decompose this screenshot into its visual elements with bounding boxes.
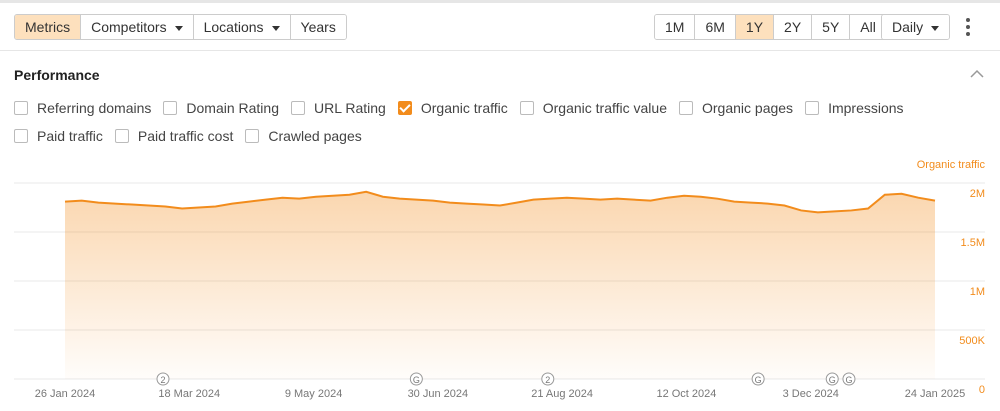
range-button[interactable]: All: [849, 15, 886, 39]
annotation-label: G: [413, 375, 420, 385]
metric-checkbox[interactable]: Organic traffic value: [519, 99, 667, 117]
metric-checkbox[interactable]: Organic pages: [679, 99, 793, 117]
tab-label: Competitors: [91, 19, 167, 35]
metric-checkbox[interactable]: Impressions: [805, 99, 904, 117]
y-tick-label: 1M: [970, 286, 985, 298]
checkbox[interactable]: [114, 129, 129, 143]
metric-checkbox[interactable]: Domain Rating: [163, 99, 279, 117]
annotation-marker: [842, 372, 856, 386]
more-menu[interactable]: [962, 17, 974, 37]
interval-dropdown[interactable]: Daily: [882, 15, 950, 39]
range-button[interactable]: 6M: [694, 15, 735, 39]
metric-label: Referring domains: [37, 100, 152, 116]
annotation-marker: [751, 372, 765, 386]
metric-checkbox[interactable]: Paid traffic: [14, 127, 103, 145]
metric-checkbox[interactable]: Paid traffic cost: [114, 127, 234, 145]
tab-label: Locations: [203, 19, 264, 35]
metric-label: Organic traffic: [420, 100, 508, 116]
tab[interactable]: Metrics: [15, 15, 81, 39]
metric-checkbox[interactable]: Organic traffic: [397, 99, 508, 117]
annotation-marker: [156, 372, 170, 386]
tab-group: Metrics Competitors Locations Years: [14, 14, 347, 40]
metric-label: Paid traffic: [37, 128, 103, 144]
area: [65, 191, 935, 379]
x-tick-label: 24 Jan 2025: [905, 388, 966, 400]
checkbox[interactable]: [519, 101, 534, 115]
metric-label: Organic pages: [702, 100, 794, 116]
metric-label: Paid traffic cost: [137, 128, 234, 144]
y-tick-label: 2M: [970, 188, 985, 200]
range-button[interactable]: 1M: [655, 15, 695, 39]
range-button[interactable]: 5Y: [811, 15, 850, 39]
tab[interactable]: Locations: [192, 15, 290, 39]
annotation-marker: [409, 372, 423, 386]
tab[interactable]: Competitors: [80, 15, 193, 39]
metric-label: Domain Rating: [186, 100, 279, 116]
annotation-label: G: [845, 375, 852, 385]
interval-group: Daily: [881, 14, 951, 40]
section-title: Performance: [14, 67, 100, 83]
checkbox[interactable]: [163, 101, 178, 115]
range-group: 1M 6M 1Y 2Y 5Y All: [654, 14, 887, 40]
y-tick-label: 1.5M: [961, 237, 985, 249]
annotation-label: 2: [160, 375, 165, 385]
line: [64, 190, 936, 214]
metric-label: URL Rating: [314, 100, 386, 116]
x-tick-label: 30 Jun 2024: [408, 388, 469, 400]
checkbox[interactable]: [679, 101, 693, 115]
metric-checkbox[interactable]: URL Rating: [291, 99, 386, 117]
tab-label: Metrics: [25, 19, 71, 35]
annotation-label: G: [755, 375, 762, 385]
separator: [0, 50, 1000, 51]
y-tick-label: 500K: [959, 335, 985, 347]
metric-label: Crawled pages: [268, 128, 362, 144]
tab[interactable]: Years: [289, 15, 346, 39]
metric-checkbox[interactable]: Referring domains: [14, 99, 151, 117]
x-tick-label: 21 Aug 2024: [531, 388, 593, 400]
x-tick-label: 12 Oct 2024: [656, 388, 716, 400]
annotation-label: G: [829, 375, 836, 385]
chart: Organic traffic 0 500K 1M 1.5M 2M 26 Jan 2024…: [14, 159, 986, 400]
tab-label: Years: [300, 19, 336, 35]
x-tick-label: 3 Dec 2024: [783, 388, 839, 400]
top-border: [0, 0, 1000, 3]
annotation-label: 2: [545, 375, 550, 385]
checkbox[interactable]: [14, 129, 28, 143]
checkbox[interactable]: [805, 101, 820, 115]
x-tick-label: 9 May 2024: [285, 388, 342, 400]
interval-label: Daily: [892, 19, 924, 35]
metric-label: Organic traffic value: [542, 100, 667, 116]
checkbox[interactable]: [245, 129, 260, 143]
x-tick-label: 18 Mar 2024: [158, 388, 220, 400]
checkbox[interactable]: [14, 101, 28, 115]
range-button[interactable]: 1Y: [734, 15, 774, 39]
y-axis-label: Organic traffic: [917, 159, 986, 171]
checkbox[interactable]: [397, 101, 412, 115]
x-tick-label: 26 Jan 2024: [35, 388, 96, 400]
metric-checkbox[interactable]: Crawled pages: [245, 127, 362, 145]
y-tick-label: 0: [979, 384, 985, 396]
collapse-icon[interactable]: [970, 69, 984, 79]
annotation-marker: [825, 372, 839, 386]
checkbox[interactable]: [291, 101, 305, 115]
metric-list: Referring domains Domain Rating URL Rating…: [14, 99, 974, 145]
annotation-marker: [541, 372, 555, 386]
metric-label: Impressions: [828, 100, 904, 116]
range-button[interactable]: 2Y: [773, 15, 812, 39]
